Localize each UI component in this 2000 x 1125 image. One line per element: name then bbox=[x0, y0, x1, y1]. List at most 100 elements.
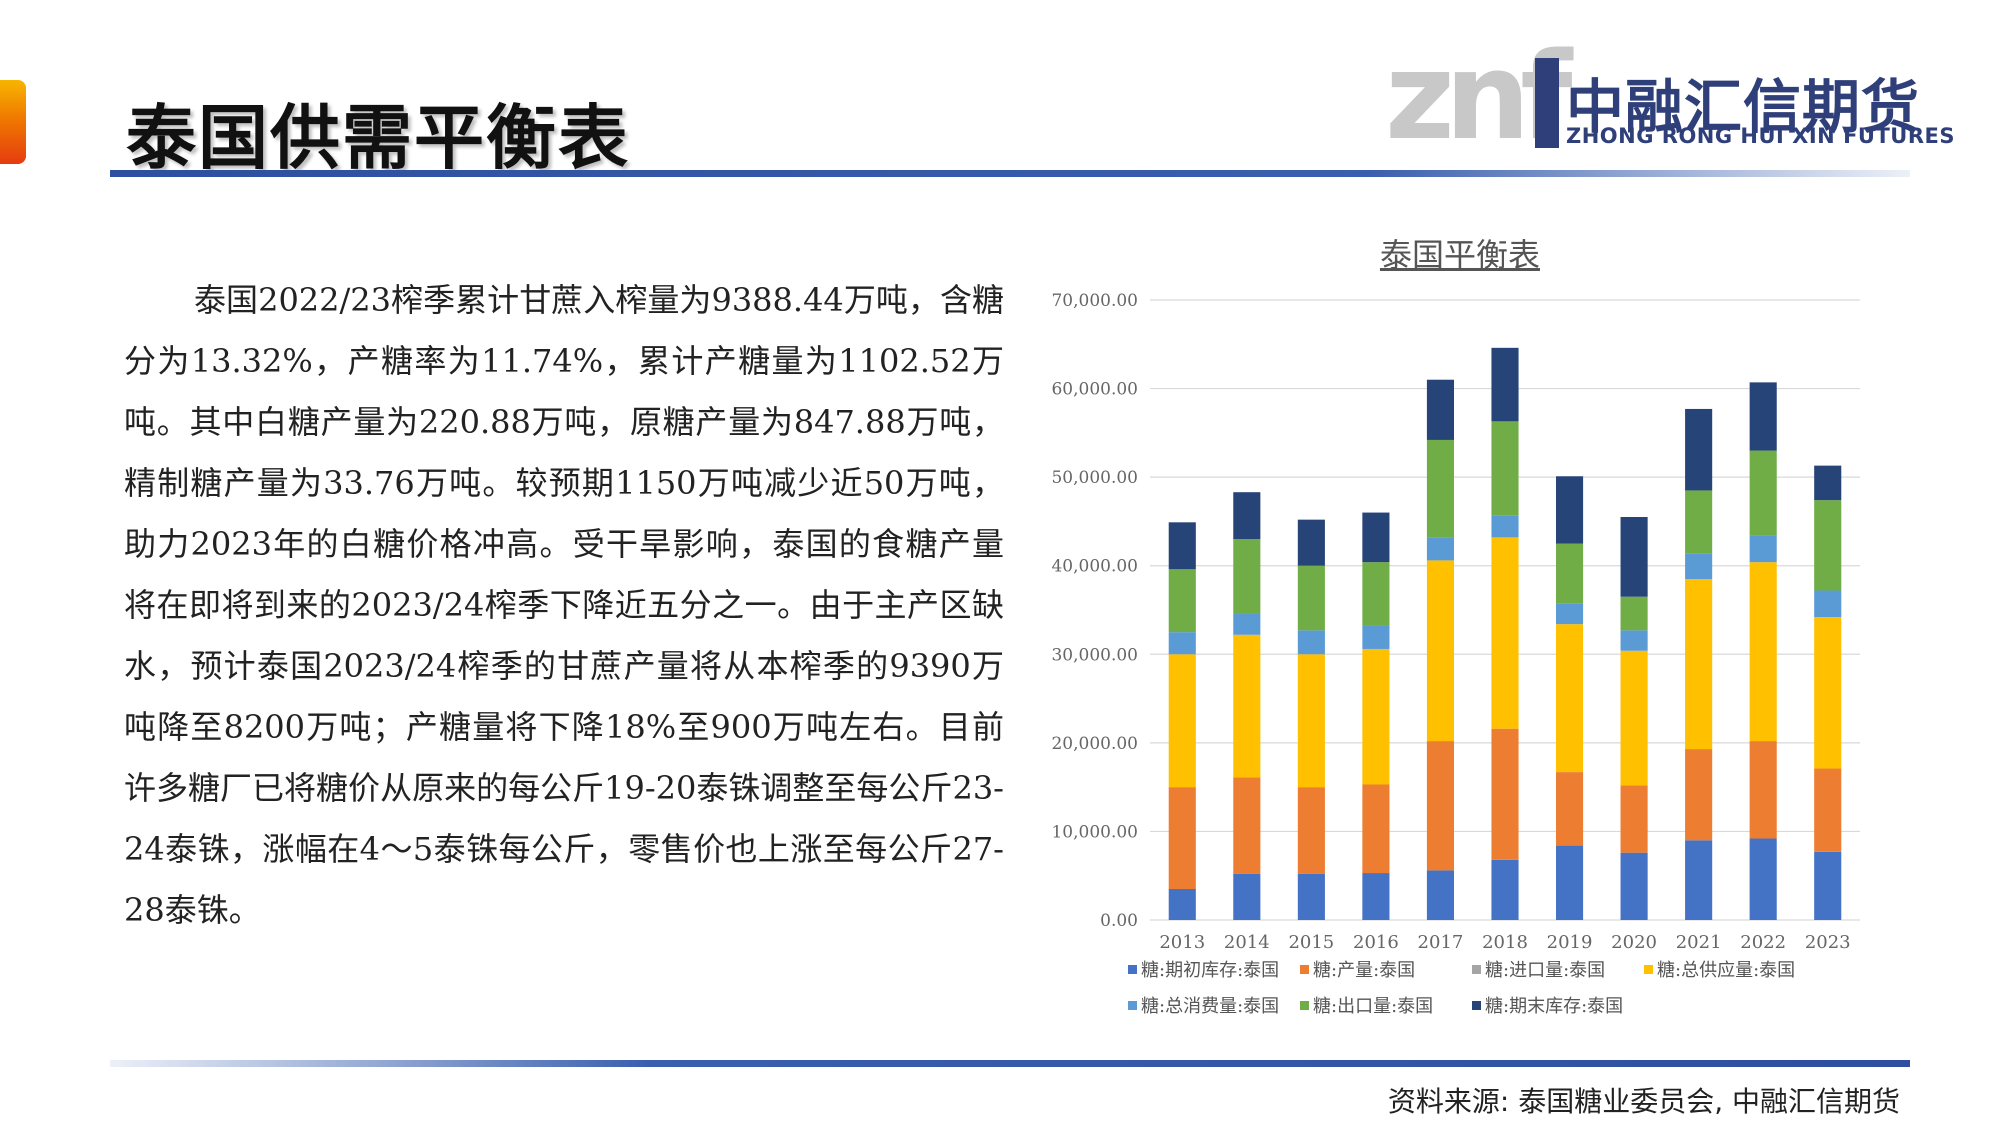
x-tick-label: 2020 bbox=[1611, 932, 1657, 953]
bar-segment bbox=[1168, 787, 1196, 889]
legend-item: 糖:进口量:泰国 bbox=[1472, 956, 1642, 982]
logo-mark-bar bbox=[1535, 58, 1559, 148]
bar-segment bbox=[1362, 562, 1390, 626]
bar-segment bbox=[1685, 553, 1713, 579]
x-tick-label: 2016 bbox=[1353, 932, 1399, 953]
logo-chinese: 中融汇信期货 bbox=[1566, 73, 1921, 141]
x-tick-label: 2021 bbox=[1676, 932, 1722, 953]
legend-label: 糖:期初库存:泰国 bbox=[1141, 960, 1280, 981]
bar-segment bbox=[1426, 537, 1455, 561]
bar-segment bbox=[1426, 439, 1455, 538]
bar-segment bbox=[1362, 873, 1390, 920]
bar-segment bbox=[1362, 625, 1390, 649]
legend-item: 糖:出口量:泰国 bbox=[1300, 992, 1470, 1018]
bar-segment bbox=[1749, 741, 1777, 839]
legend-item: 糖:总消费量:泰国 bbox=[1128, 992, 1298, 1018]
bar-segment bbox=[1685, 749, 1713, 841]
x-tick-label: 2022 bbox=[1740, 932, 1786, 953]
bar-segment bbox=[1233, 873, 1261, 920]
y-tick-label: 20,000.00 bbox=[1051, 734, 1138, 754]
title-divider bbox=[110, 170, 1910, 177]
bar-segment bbox=[1491, 515, 1519, 538]
y-tick-label: 0.00 bbox=[1100, 911, 1138, 931]
y-tick-label: 60,000.00 bbox=[1051, 380, 1138, 400]
bar-segment bbox=[1749, 535, 1777, 563]
page-title: 泰国供需平衡表 bbox=[126, 97, 630, 179]
x-tick-label: 2015 bbox=[1288, 932, 1334, 953]
legend-swatch bbox=[1128, 1000, 1137, 1010]
body-paragraph: 泰国2022/23榨季累计甘蔗入榨量为9388.44万吨，含糖分为13.32%，… bbox=[124, 281, 1004, 929]
y-tick-label: 40,000.00 bbox=[1051, 557, 1138, 577]
bar-segment bbox=[1233, 613, 1261, 635]
legend-label: 糖:总消费量:泰国 bbox=[1141, 996, 1280, 1017]
bar-segment bbox=[1749, 382, 1777, 451]
bar-segment bbox=[1620, 785, 1648, 853]
bar-segment bbox=[1426, 741, 1455, 871]
bar-segment bbox=[1297, 787, 1325, 874]
legend-label: 糖:总供应量:泰国 bbox=[1657, 960, 1796, 981]
legend-label: 糖:产量:泰国 bbox=[1313, 960, 1416, 981]
x-tick-label: 2018 bbox=[1482, 932, 1528, 953]
y-tick-label: 30,000.00 bbox=[1051, 645, 1138, 665]
y-tick-label: 10,000.00 bbox=[1051, 822, 1138, 842]
bar-segment bbox=[1297, 519, 1325, 566]
y-tick-label: 70,000.00 bbox=[1051, 291, 1138, 311]
bar-segment bbox=[1491, 537, 1519, 729]
bar-segment bbox=[1426, 560, 1455, 742]
bar-segment bbox=[1620, 630, 1648, 651]
bar-segment bbox=[1168, 569, 1196, 633]
bar-segment bbox=[1168, 654, 1196, 788]
bar-segment bbox=[1749, 838, 1777, 920]
chart-legend: 糖:期初库存:泰国 糖:产量:泰国 糖:进口量:泰国 糖:总供应量:泰国糖:总消费量:… bbox=[1128, 956, 1828, 1018]
y-tick-label: 50,000.00 bbox=[1051, 468, 1138, 488]
bar-segment bbox=[1555, 845, 1584, 920]
bar-segment bbox=[1233, 492, 1261, 540]
bar-segment bbox=[1685, 840, 1713, 920]
legend-swatch bbox=[1128, 964, 1137, 974]
bar-segment bbox=[1168, 889, 1196, 920]
company-logo-mark: znf bbox=[1385, 38, 1584, 158]
legend-swatch bbox=[1472, 964, 1481, 974]
x-tick-label: 2013 bbox=[1159, 932, 1205, 953]
source-note: 资料来源: 泰国糖业委员会, 中融汇信期货 bbox=[1387, 1085, 1900, 1118]
bar-segment bbox=[1555, 603, 1584, 625]
bar-segment bbox=[1555, 543, 1584, 604]
bar-segment bbox=[1297, 654, 1325, 788]
accent-tab bbox=[0, 80, 26, 164]
bar-segment bbox=[1555, 772, 1584, 846]
x-tick-label: 2019 bbox=[1547, 932, 1593, 953]
bar-segment bbox=[1814, 590, 1842, 618]
chart-container: 泰国平衡表 0.00 10,000.00 20,000.00 30,000.00 40,… bbox=[1030, 220, 1890, 1040]
bar-segment bbox=[1620, 596, 1648, 631]
legend-label: 糖:进口量:泰国 bbox=[1485, 960, 1606, 981]
x-tick-label: 2014 bbox=[1224, 932, 1270, 953]
bar-segment bbox=[1814, 768, 1842, 852]
bar-segment bbox=[1297, 630, 1325, 655]
bar-segment bbox=[1620, 650, 1648, 786]
legend-label: 糖:期末库存:泰国 bbox=[1485, 996, 1624, 1017]
bar-segment bbox=[1555, 624, 1584, 773]
bar-segment bbox=[1685, 408, 1713, 491]
bar-segment bbox=[1555, 476, 1584, 544]
bar-segment bbox=[1426, 870, 1455, 920]
bar-segment bbox=[1233, 634, 1261, 778]
bar-segment bbox=[1814, 500, 1842, 591]
bar-segment bbox=[1620, 852, 1648, 920]
bar-segment bbox=[1491, 728, 1519, 860]
legend-item: 糖:产量:泰国 bbox=[1300, 956, 1470, 982]
bar-segment bbox=[1749, 450, 1777, 536]
bar-segment bbox=[1491, 347, 1519, 422]
bar-segment bbox=[1685, 490, 1713, 554]
legend-swatch bbox=[1472, 1000, 1481, 1010]
bar-segment bbox=[1814, 465, 1842, 501]
legend-swatch bbox=[1300, 1000, 1309, 1010]
bar-segment bbox=[1491, 859, 1519, 920]
bar-segment bbox=[1168, 522, 1196, 570]
bar-segment bbox=[1620, 517, 1648, 597]
bar-segment bbox=[1297, 565, 1325, 631]
x-tick-label: 2023 bbox=[1805, 932, 1851, 953]
logo-english: ZHONG RONG HUI XIN FUTURES bbox=[1566, 124, 1955, 148]
legend-item: 糖:总供应量:泰国 bbox=[1644, 956, 1814, 982]
bar-segment bbox=[1426, 379, 1455, 440]
bar-segment bbox=[1233, 539, 1261, 614]
